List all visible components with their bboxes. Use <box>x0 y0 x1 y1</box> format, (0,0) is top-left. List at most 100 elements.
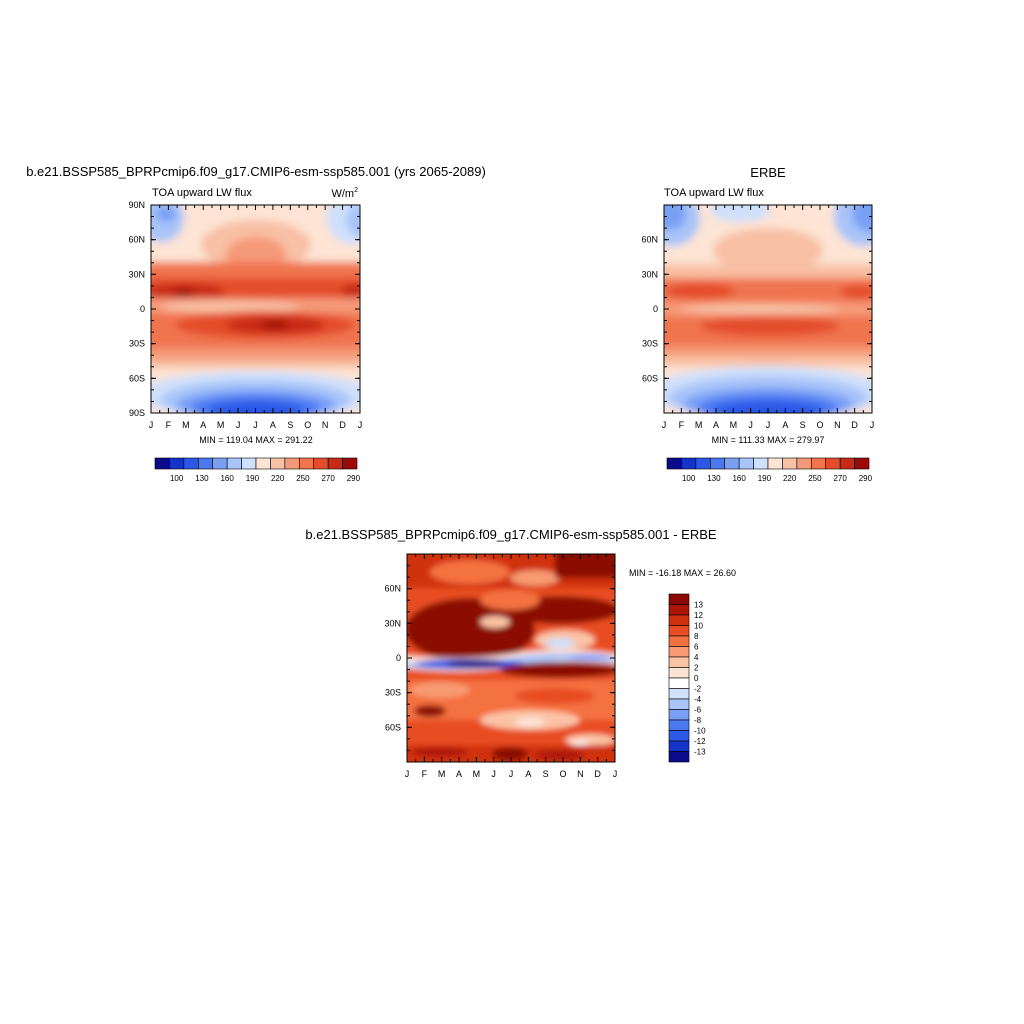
x-tick-label: A <box>456 769 462 779</box>
y-tick-label: 30N <box>128 269 145 279</box>
x-tick-label: J <box>870 420 875 430</box>
colorbar-label: 270 <box>833 474 847 483</box>
colorbar-swatch <box>854 457 870 470</box>
x-tick-label: J <box>149 420 154 430</box>
colorbar-swatch <box>668 625 690 637</box>
x-tick-label: F <box>422 769 428 779</box>
colorbar-swatch <box>212 457 228 470</box>
colorbar-swatch <box>668 688 690 700</box>
panel-diff: b.e21.BSSP585_BPRPcmip6.f09_g17.CMIP6-es… <box>305 527 736 779</box>
colorbar-label: 12 <box>694 611 703 620</box>
colorbar-label: -13 <box>694 748 706 757</box>
colorbar-swatch <box>767 457 783 470</box>
colorbar-swatch <box>255 457 271 470</box>
x-tick-label: M <box>438 769 446 779</box>
colorbar-label: 290 <box>347 474 361 483</box>
colorbar-swatch <box>668 635 690 647</box>
panel-model-plot <box>151 205 360 413</box>
colorbar-swatch <box>298 457 315 470</box>
colorbar-label: 250 <box>808 474 822 483</box>
colorbar-swatch <box>668 593 690 605</box>
x-tick-label: N <box>577 769 584 779</box>
x-tick-label: A <box>200 420 206 430</box>
colorbar-swatch <box>668 656 690 668</box>
colorbar-swatch <box>284 457 300 470</box>
colorbar-swatch <box>668 667 690 679</box>
y-tick-label: 60S <box>385 722 401 732</box>
panel-diff-title: b.e21.BSSP585_BPRPcmip6.f09_g17.CMIP6-es… <box>305 527 716 542</box>
colorbar-swatch <box>695 457 711 470</box>
colorbar-swatch <box>197 457 214 470</box>
x-tick-label: F <box>166 420 172 430</box>
x-tick-label: M <box>730 420 738 430</box>
x-tick-label: S <box>543 769 549 779</box>
colorbar-label: 190 <box>758 474 772 483</box>
colorbar-swatch <box>709 457 726 470</box>
x-tick-label: D <box>594 769 601 779</box>
panel-erbe-colorbar: 100 130 160 190 220 250 270 290 <box>666 457 873 483</box>
colorbar-swatch <box>183 457 199 470</box>
x-tick-label: J <box>405 769 410 779</box>
colorbar-swatch <box>668 730 690 742</box>
x-tick-label: J <box>662 420 667 430</box>
x-tick-label: A <box>270 420 276 430</box>
panel-model-subtitle: TOA upward LW flux <box>152 187 252 199</box>
x-tick-label: A <box>525 769 531 779</box>
colorbar-label: 160 <box>732 474 746 483</box>
colorbar-swatch <box>241 457 257 470</box>
colorbar-swatch <box>313 457 329 470</box>
colorbar-swatch <box>270 457 286 470</box>
panel-diff-plot <box>407 554 615 762</box>
colorbar-label: 290 <box>859 474 873 483</box>
colorbar-label: -4 <box>694 695 702 704</box>
colorbar-swatch <box>169 457 185 470</box>
colorbar-swatch <box>154 457 170 470</box>
colorbar-label: 130 <box>195 474 209 483</box>
colorbar-swatch <box>668 677 690 689</box>
y-tick-label: 60N <box>128 235 145 245</box>
colorbar-label: -12 <box>694 737 706 746</box>
x-tick-label: J <box>358 420 363 430</box>
y-tick-label: 30N <box>641 269 658 279</box>
colorbar-label: -6 <box>694 706 702 715</box>
colorbar-label: 4 <box>694 653 699 662</box>
colorbar-swatch <box>796 457 812 470</box>
colorbar-label: -10 <box>694 727 706 736</box>
y-tick-label: 90S <box>129 408 145 418</box>
colorbar-swatch <box>668 646 690 658</box>
y-tick-label: 90N <box>128 200 145 210</box>
colorbar-label: 10 <box>694 622 703 631</box>
x-tick-label: N <box>322 420 329 430</box>
colorbar-swatch <box>724 457 740 470</box>
colorbar-swatch <box>753 457 769 470</box>
colorbar-label: 220 <box>271 474 285 483</box>
x-tick-label: M <box>217 420 225 430</box>
panel-erbe-plot <box>664 205 872 413</box>
colorbar-swatch <box>668 614 690 626</box>
y-tick-label: 60N <box>641 235 658 245</box>
x-tick-label: J <box>766 420 771 430</box>
colorbar-swatch <box>839 457 855 470</box>
x-tick-label: J <box>253 420 258 430</box>
colorbar-label: 160 <box>220 474 234 483</box>
panel-model-title: b.e21.BSSP585_BPRPcmip6.f09_g17.CMIP6-es… <box>26 164 486 179</box>
colorbar-swatch <box>681 457 697 470</box>
colorbar-label: -8 <box>694 716 702 725</box>
colorbar-swatch <box>668 698 690 710</box>
colorbar-label: 270 <box>321 474 335 483</box>
panel-erbe-stats: MIN = 111.33 MAX = 279.97 <box>712 435 825 445</box>
colorbar-label: 130 <box>707 474 721 483</box>
colorbar-swatch <box>668 709 690 721</box>
colorbar-swatch <box>666 457 682 470</box>
panel-erbe: ERBE TOA upward LW flux <box>641 165 875 483</box>
x-tick-label: M <box>473 769 481 779</box>
x-tick-label: A <box>782 420 788 430</box>
x-tick-label: M <box>182 420 190 430</box>
colorbar-label: -2 <box>694 685 702 694</box>
y-tick-label: 30N <box>384 618 401 628</box>
colorbar-label: 250 <box>296 474 310 483</box>
y-tick-label: 30S <box>385 688 401 698</box>
